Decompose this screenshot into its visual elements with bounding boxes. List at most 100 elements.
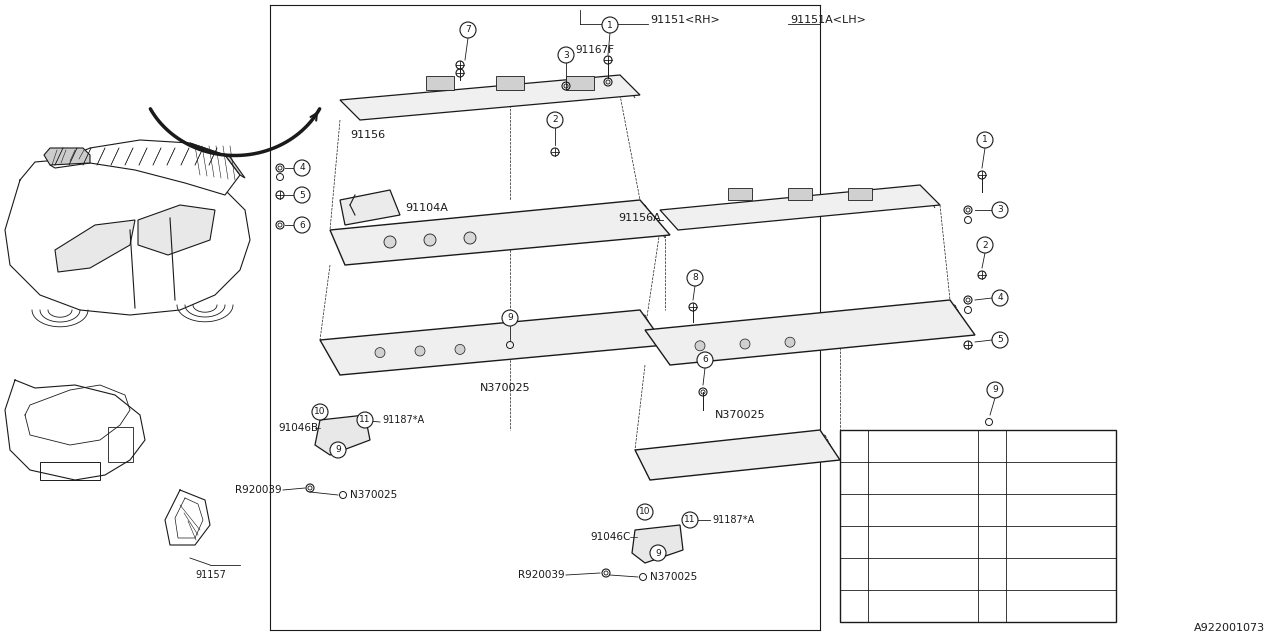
Text: 8: 8 — [989, 473, 995, 483]
Text: 5: 5 — [997, 335, 1002, 344]
Polygon shape — [138, 205, 215, 255]
Text: 91157: 91157 — [195, 570, 225, 580]
Text: 8: 8 — [692, 273, 698, 282]
Text: 91164D: 91164D — [873, 505, 914, 515]
Circle shape — [294, 187, 310, 203]
Text: 3: 3 — [563, 51, 568, 60]
Text: 91176F: 91176F — [873, 537, 911, 547]
Text: 5: 5 — [851, 569, 858, 579]
Bar — [497, 76, 524, 90]
Circle shape — [845, 565, 863, 583]
Circle shape — [977, 237, 993, 253]
Circle shape — [845, 597, 863, 615]
Text: 3: 3 — [851, 505, 858, 515]
Text: 91187*B: 91187*B — [873, 601, 918, 611]
Text: 91172D: 91172D — [1011, 441, 1052, 451]
Text: 91187*A: 91187*A — [712, 515, 754, 525]
Polygon shape — [660, 185, 940, 230]
Circle shape — [547, 112, 563, 128]
Circle shape — [977, 132, 993, 148]
Text: R920039: R920039 — [236, 485, 282, 495]
Text: 10: 10 — [315, 408, 325, 417]
Circle shape — [682, 512, 698, 528]
Circle shape — [294, 217, 310, 233]
Circle shape — [983, 565, 1001, 583]
Text: 11: 11 — [360, 415, 371, 424]
Polygon shape — [189, 143, 244, 178]
Polygon shape — [315, 415, 370, 455]
Text: 9: 9 — [507, 314, 513, 323]
Text: 4: 4 — [997, 294, 1002, 303]
Bar — [426, 76, 454, 90]
Polygon shape — [50, 140, 241, 195]
Polygon shape — [340, 190, 399, 225]
Polygon shape — [645, 300, 975, 365]
Circle shape — [465, 232, 476, 244]
Text: 6: 6 — [703, 355, 708, 365]
Text: 2: 2 — [851, 473, 858, 483]
Text: 10: 10 — [986, 537, 998, 547]
Circle shape — [424, 234, 436, 246]
Text: 91046B: 91046B — [278, 423, 319, 433]
Polygon shape — [55, 220, 134, 272]
Circle shape — [502, 310, 518, 326]
Bar — [840, 430, 1116, 622]
Circle shape — [558, 47, 573, 63]
Circle shape — [992, 202, 1009, 218]
Circle shape — [294, 160, 310, 176]
Text: N370025: N370025 — [480, 383, 531, 393]
Circle shape — [454, 344, 465, 355]
Circle shape — [687, 270, 703, 286]
Circle shape — [845, 437, 863, 455]
Circle shape — [983, 533, 1001, 551]
Bar — [728, 188, 753, 200]
Text: N370025: N370025 — [650, 572, 698, 582]
Text: 1: 1 — [851, 441, 858, 451]
Bar — [849, 188, 872, 200]
Polygon shape — [330, 200, 669, 265]
Text: 10: 10 — [639, 508, 650, 516]
Circle shape — [983, 501, 1001, 519]
Text: 91176H: 91176H — [873, 473, 914, 483]
Text: 91156A: 91156A — [618, 213, 660, 223]
Polygon shape — [340, 75, 640, 120]
Bar — [788, 188, 812, 200]
Text: 91187*A: 91187*A — [381, 415, 424, 425]
Circle shape — [330, 442, 346, 458]
Text: 91172D*A: 91172D*A — [1011, 473, 1065, 483]
Circle shape — [415, 346, 425, 356]
Text: 4: 4 — [300, 163, 305, 173]
Text: 5: 5 — [300, 191, 305, 200]
Circle shape — [785, 337, 795, 347]
Circle shape — [983, 469, 1001, 487]
Text: 6: 6 — [851, 601, 858, 611]
Text: 11: 11 — [986, 569, 998, 579]
Bar — [40, 462, 100, 480]
Polygon shape — [632, 525, 684, 563]
Text: 94068A: 94068A — [1011, 569, 1051, 579]
Text: N370025: N370025 — [349, 490, 397, 500]
Text: N370025: N370025 — [716, 410, 765, 420]
Circle shape — [845, 501, 863, 519]
Text: 3: 3 — [997, 205, 1002, 214]
Circle shape — [695, 340, 705, 351]
Text: 91151<RH>: 91151<RH> — [650, 15, 719, 25]
Text: 91151A<LH>: 91151A<LH> — [790, 15, 865, 25]
Circle shape — [992, 332, 1009, 348]
Circle shape — [698, 352, 713, 368]
Text: 9: 9 — [989, 505, 995, 515]
Text: 7: 7 — [989, 441, 995, 451]
Text: 91046C: 91046C — [590, 532, 630, 542]
Circle shape — [845, 469, 863, 487]
Text: 7: 7 — [465, 26, 471, 35]
Text: 1: 1 — [982, 136, 988, 145]
Text: 2: 2 — [552, 115, 558, 125]
Circle shape — [460, 22, 476, 38]
Text: 91175A: 91175A — [873, 569, 913, 579]
Circle shape — [375, 348, 385, 358]
Text: 91187A: 91187A — [873, 441, 913, 451]
Text: R920039: R920039 — [518, 570, 564, 580]
Text: 9: 9 — [335, 445, 340, 454]
Circle shape — [845, 533, 863, 551]
Text: 4: 4 — [851, 537, 858, 547]
